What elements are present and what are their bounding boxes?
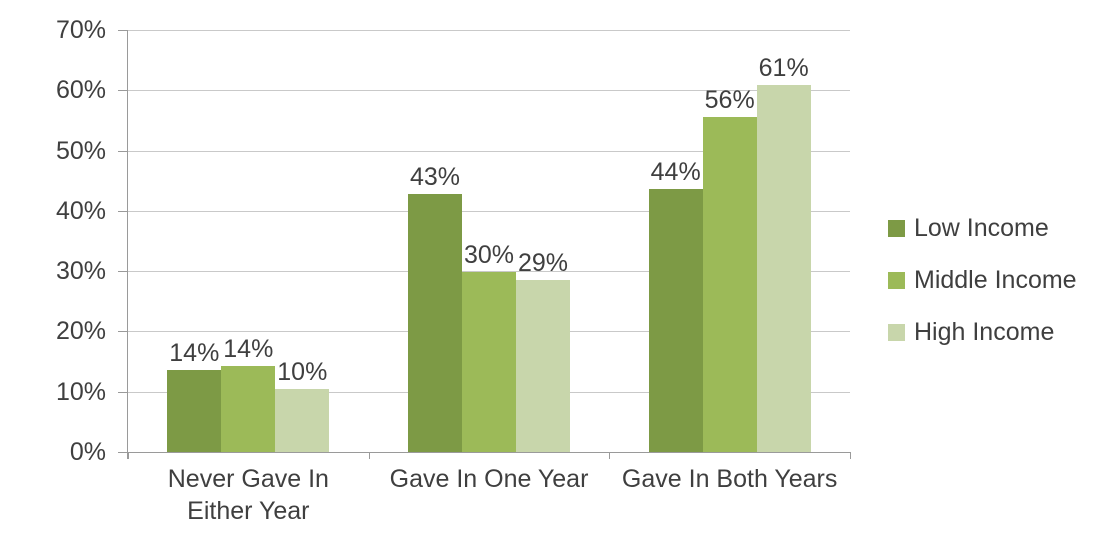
y-axis-label: 0% <box>69 438 106 466</box>
data-label: 61% <box>758 53 809 82</box>
data-label: 30% <box>463 240 515 269</box>
gridline <box>128 271 850 273</box>
y-axis-label: 10% <box>55 377 106 406</box>
y-axis-tick <box>118 150 128 152</box>
legend-item: High Income <box>888 319 1077 345</box>
legend-item: Middle Income <box>888 267 1077 293</box>
data-label: 14% <box>169 339 220 367</box>
gridline <box>128 30 850 31</box>
bar-high-income <box>756 84 811 452</box>
x-axis-tick <box>368 452 370 459</box>
data-label: 14% <box>223 334 274 363</box>
legend-swatch-icon <box>888 219 905 237</box>
legend-item: Low Income <box>888 215 1077 241</box>
legend-swatch-icon <box>888 271 905 289</box>
data-label: 43% <box>409 163 461 191</box>
bar-low-income <box>648 188 703 452</box>
y-axis-tick <box>118 30 128 31</box>
data-label: 56% <box>704 86 755 115</box>
y-axis-tick <box>118 210 128 212</box>
y-axis-line <box>127 30 128 459</box>
y-axis-tick <box>118 331 128 333</box>
bar-low-income <box>408 194 462 452</box>
y-axis-label: 30% <box>55 257 106 286</box>
bar-high-income <box>516 279 570 452</box>
y-axis-tick <box>118 271 128 273</box>
x-axis-line <box>128 452 850 453</box>
bar-high-income <box>275 389 330 452</box>
legend-label: Middle Income <box>914 266 1077 294</box>
bar-middle-income <box>221 365 276 452</box>
data-label: 10% <box>277 358 328 387</box>
data-label: 29% <box>517 248 569 277</box>
bar-middle-income <box>702 117 757 452</box>
y-axis-label: 60% <box>55 76 106 105</box>
x-axis-label: Either Year <box>187 497 310 525</box>
y-axis-tick <box>118 90 128 92</box>
x-axis-label: Gave In Both Years <box>621 465 838 493</box>
legend-label: High Income <box>914 318 1055 346</box>
x-axis-tick <box>609 452 611 459</box>
y-axis-label: 50% <box>55 136 106 165</box>
bar-low-income <box>167 370 222 452</box>
x-axis-tick <box>850 452 851 459</box>
y-axis-label: 40% <box>55 196 106 225</box>
data-label: 44% <box>650 157 701 186</box>
x-axis-label: Never Gave In <box>167 465 329 493</box>
x-axis-tick <box>128 452 129 459</box>
bar-middle-income <box>462 271 516 452</box>
y-axis-tick <box>118 391 128 393</box>
gridline <box>128 150 850 152</box>
gridline <box>128 210 850 212</box>
y-axis-label: 70% <box>55 16 106 44</box>
gridline <box>128 90 850 92</box>
x-axis-label: Gave In One Year <box>389 465 589 493</box>
legend: Low Income Middle Income High Income <box>888 215 1077 345</box>
legend-swatch-icon <box>888 323 905 341</box>
y-axis-label: 20% <box>55 317 106 346</box>
y-axis-tick <box>118 452 128 453</box>
legend-label: Low Income <box>914 214 1049 242</box>
